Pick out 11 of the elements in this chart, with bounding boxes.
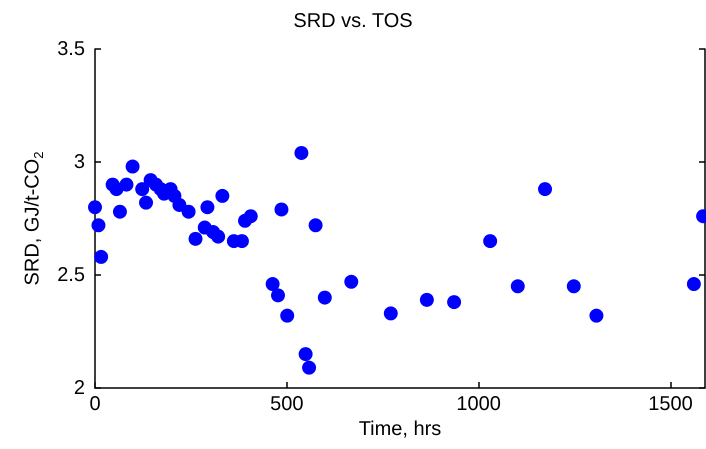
x-axis-title: Time, hrs [358,418,442,440]
x-tick-label: 500 [270,393,304,415]
y-axis-title: SRD, GJ/t-CO2 [22,152,46,286]
chart-title: SRD vs. TOS [293,10,413,32]
y-tick-label: 3 [74,151,85,173]
y-tick-label: 2.5 [57,264,85,286]
x-tick-label: 1000 [456,393,501,415]
x-tick-label: 0 [89,393,101,415]
y-tick-label: 3.5 [57,38,85,60]
y-tick-label: 2 [74,377,85,399]
x-tick-label: 1500 [648,393,693,415]
